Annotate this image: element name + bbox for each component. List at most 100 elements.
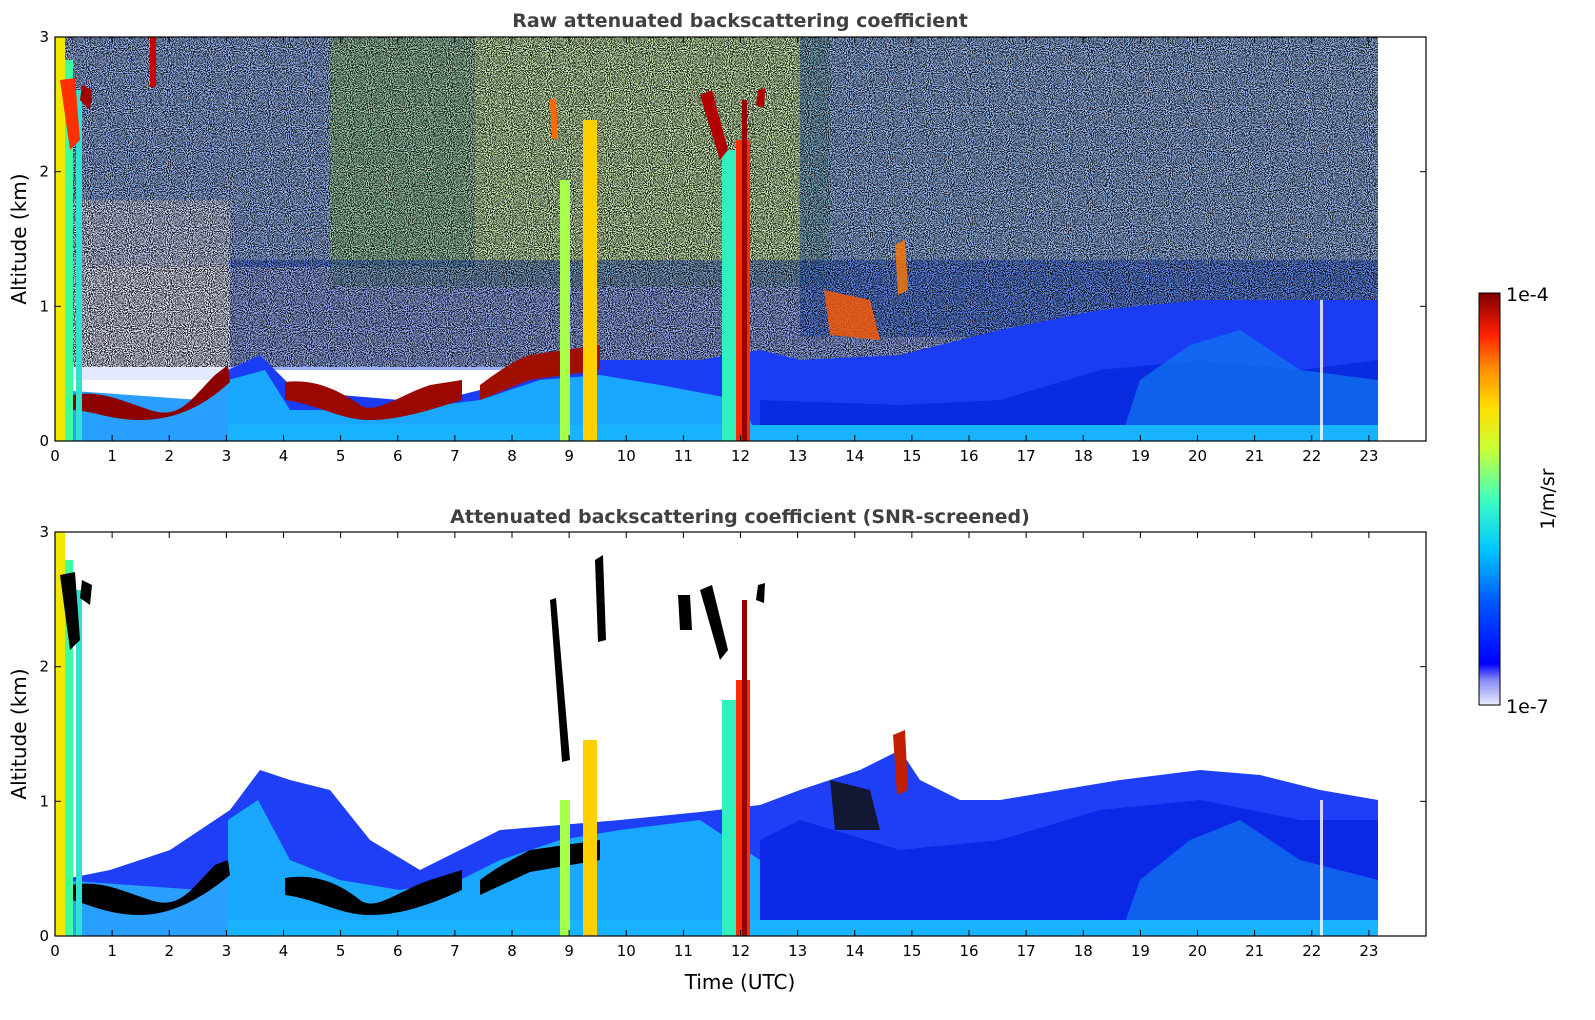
bottom-cloud-layer-2 (285, 870, 462, 915)
top-high-cloud-1 (80, 85, 92, 110)
top-x-tick-label: 22 (1302, 447, 1321, 465)
bottom-x-tick-label: 11 (674, 942, 693, 960)
bottom-x-tick-label: 15 (902, 942, 921, 960)
top-x-tick-label: 5 (336, 447, 346, 465)
top-high-cloud-0 (60, 78, 80, 150)
bottom-y-tick-label: 0 (39, 927, 49, 945)
top-column-5 (722, 150, 736, 441)
bottom-high-cloud-2 (700, 585, 728, 660)
top-high-cloud-6 (895, 240, 908, 295)
top-gap-line (1320, 300, 1323, 441)
bottom-high-cloud-7 (830, 780, 880, 830)
bottom-x-tick-label: 21 (1245, 942, 1264, 960)
colorbar-units-label: 1/m/sr (1537, 468, 1559, 529)
top-x-tick-label: 19 (1131, 447, 1150, 465)
top-high-cloud-2 (700, 90, 728, 160)
top-x-tick-label: 2 (164, 447, 174, 465)
top-y-tick-label: 1 (39, 297, 49, 315)
top-y-tick-label: 0 (39, 432, 49, 450)
bottom-x-tick-label: 23 (1359, 942, 1378, 960)
bottom-y-tick-label: 2 (39, 658, 49, 676)
bottom-x-tick-label: 6 (393, 942, 403, 960)
bottom-y-axis-label: Altitude (km) (7, 668, 31, 799)
bottom-y-axis: 0 1 2 3 (39, 523, 1426, 945)
bottom-high-cloud-6 (678, 595, 692, 630)
bottom-x-tick-label: 19 (1131, 942, 1150, 960)
top-x-axis: 0 1 2 3 4 5 6 7 8 9 10 11 12 13 14 15 16 17 18 19 20 21 22 23 (50, 37, 1378, 465)
top-x-tick-label: 15 (902, 447, 921, 465)
bottom-x-axis: 0 1 2 3 4 5 6 7 8 9 10 11 12 13 14 15 16 17 18 19 20 21 22 23 (50, 532, 1378, 960)
bottom-column-1 (65, 560, 73, 936)
bottom-x-tick-label: 13 (788, 942, 807, 960)
top-cloud-layer-2 (285, 380, 462, 420)
top-x-tick-label: 7 (450, 447, 460, 465)
top-column-0 (55, 37, 65, 441)
top-column-1 (65, 60, 73, 441)
top-column-2 (76, 90, 82, 441)
top-cloud-layer (72, 365, 230, 420)
top-high-cloud-3 (756, 88, 765, 108)
top-x-tick-label: 3 (222, 447, 232, 465)
top-x-tick-label: 23 (1359, 447, 1378, 465)
top-boundary-layer-right-plume (1120, 330, 1378, 441)
bottom-heatmap (55, 532, 1378, 936)
top-column-4 (583, 120, 597, 441)
colorbar-gradient (1478, 292, 1501, 706)
bottom-high-cloud-3 (756, 583, 765, 603)
top-y-tick-label: 3 (39, 28, 49, 46)
top-x-tick-label: 21 (1245, 447, 1264, 465)
bottom-x-tick-label: 1 (107, 942, 117, 960)
bottom-x-tick-label: 20 (1188, 942, 1207, 960)
bottom-surface-band (55, 920, 1378, 936)
bottom-high-cloud-1 (80, 580, 92, 605)
bottom-column-3 (560, 800, 570, 936)
top-x-tick-label: 8 (507, 447, 517, 465)
top-column-3 (560, 180, 570, 441)
top-x-tick-label: 17 (1017, 447, 1036, 465)
bottom-x-tick-label: 5 (336, 942, 346, 960)
top-x-tick-label: 20 (1188, 447, 1207, 465)
top-x-tick-label: 1 (107, 447, 117, 465)
top-x-tick-label: 12 (731, 447, 750, 465)
bottom-x-tick-label: 9 (564, 942, 574, 960)
bottom-x-tick-label: 2 (164, 942, 174, 960)
top-boundary-layer-inner (228, 370, 760, 441)
bottom-x-tick-label: 22 (1302, 942, 1321, 960)
colorbar-max-label: 1e-4 (1506, 284, 1549, 306)
top-x-tick-label: 10 (617, 447, 636, 465)
bottom-high-cloud-5 (595, 555, 606, 642)
bottom-high-cloud-0 (60, 572, 80, 650)
colorbar-min-label: 1e-7 (1506, 696, 1549, 718)
bottom-right-plume (1120, 820, 1378, 936)
top-x-tick-label: 0 (50, 447, 60, 465)
top-x-tick-label: 16 (959, 447, 978, 465)
bottom-high-cloud-4 (550, 598, 570, 762)
bottom-column-2 (76, 590, 82, 936)
bottom-x-axis-label: Time (UTC) (684, 970, 796, 994)
bottom-x-tick-label: 0 (50, 942, 60, 960)
bottom-gap-line (1320, 800, 1323, 936)
top-x-tick-label: 14 (845, 447, 864, 465)
top-x-tick-label: 6 (393, 447, 403, 465)
top-title: Raw attenuated backscattering coefficien… (512, 10, 968, 32)
colorbar: 1e-4 1e-7 1/m/sr (1478, 284, 1559, 718)
bottom-column-5 (722, 700, 736, 936)
bottom-column-4 (583, 740, 597, 936)
bottom-x-tick-label: 4 (279, 942, 289, 960)
bottom-x-tick-label: 8 (507, 942, 517, 960)
bottom-x-tick-label: 3 (222, 942, 232, 960)
top-high-cloud-5 (824, 290, 880, 340)
top-x-tick-label: 11 (674, 447, 693, 465)
bottom-y-tick-label: 3 (39, 523, 49, 541)
bottom-x-tick-label: 18 (1074, 942, 1093, 960)
top-y-tick-label: 2 (39, 163, 49, 181)
top-column-8 (150, 37, 156, 87)
bottom-x-tick-label: 16 (959, 942, 978, 960)
top-x-tick-label: 13 (788, 447, 807, 465)
bottom-x-tick-label: 7 (450, 942, 460, 960)
top-x-tick-label: 9 (564, 447, 574, 465)
bottom-title: Attenuated backscattering coefficient (S… (450, 506, 1030, 528)
bottom-x-tick-label: 12 (731, 942, 750, 960)
bottom-x-tick-label: 17 (1017, 942, 1036, 960)
